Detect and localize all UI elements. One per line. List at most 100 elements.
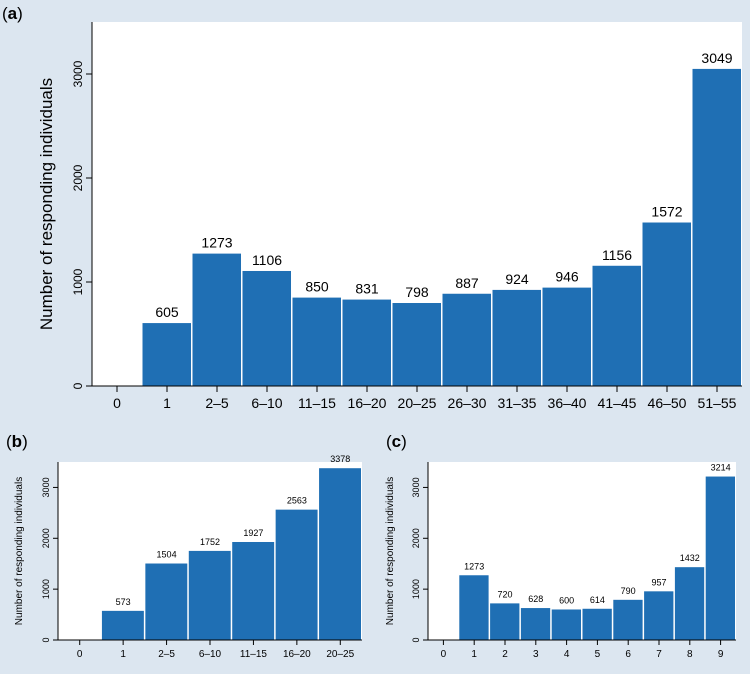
bar-value-label: 1273: [201, 235, 232, 251]
panel-label-open: (: [2, 4, 8, 23]
x-tick-label: 0: [77, 649, 83, 660]
y-tick-label: 0: [411, 637, 421, 642]
bar: [705, 476, 735, 640]
panel-label-letter: c: [392, 432, 401, 451]
bar: [520, 608, 551, 640]
y-axis-label: Number of responding individuals: [37, 78, 56, 330]
x-tick-label: 2: [502, 649, 508, 660]
bar: [492, 289, 541, 386]
bar-value-label: 924: [505, 271, 529, 287]
panel-label: (b): [6, 432, 28, 451]
panel-label: (c): [386, 432, 407, 451]
bar-value-label: 1273: [464, 561, 484, 571]
x-tick-label: 41–45: [598, 395, 637, 411]
bar-value-label: 628: [528, 594, 543, 604]
x-tick-label: 4: [564, 649, 570, 660]
bar-value-label: 614: [590, 595, 605, 605]
y-tick-label: 0: [71, 382, 85, 389]
bar-value-label: 3378: [330, 454, 350, 464]
bar: [592, 265, 641, 386]
panel-label-close: ): [22, 432, 28, 451]
x-tick-label: 0: [441, 649, 447, 660]
y-axis-label: Number of responding individuals: [385, 477, 396, 625]
x-tick-label: 36–40: [548, 395, 587, 411]
bar-value-label: 1106: [252, 252, 282, 268]
x-tick-label: 2–5: [158, 649, 175, 660]
bar-value-label: 605: [155, 304, 179, 320]
bar-value-label: 1572: [651, 204, 682, 220]
x-tick-label: 6–10: [251, 395, 282, 411]
bar-value-label: 1156: [602, 247, 632, 263]
bar: [582, 608, 612, 640]
bar: [142, 323, 191, 386]
x-tick-label: 1: [471, 649, 477, 660]
bar: [551, 609, 581, 640]
x-tick-label: 6: [625, 649, 631, 660]
bar: [459, 575, 489, 640]
x-tick-label: 46–50: [648, 395, 687, 411]
bar-value-label: 850: [305, 279, 329, 295]
panel-label-close: ): [401, 432, 407, 451]
bar-value-label: 1752: [200, 537, 220, 547]
bar-value-label: 2563: [287, 496, 307, 506]
bar: [644, 591, 674, 640]
bar: [490, 603, 520, 640]
x-tick-label: 51–55: [698, 395, 737, 411]
bar-value-label: 3049: [701, 50, 732, 66]
x-tick-label: 16–20: [283, 649, 311, 660]
x-tick-label: 11–15: [298, 395, 336, 411]
bar-value-label: 957: [651, 577, 666, 587]
bar: [542, 287, 591, 386]
x-tick-label: 9: [718, 649, 724, 660]
y-tick-label: 2000: [71, 164, 85, 191]
panel-label-close: ): [17, 4, 23, 23]
bar: [292, 297, 341, 386]
bar-value-label: 1927: [243, 528, 263, 538]
x-tick-label: 20–25: [326, 649, 354, 660]
bar: [145, 563, 188, 640]
bar: [674, 567, 705, 640]
bar-value-label: 790: [621, 586, 636, 596]
x-tick-label: 31–35: [498, 395, 537, 411]
x-tick-label: 5: [595, 649, 601, 660]
x-tick-label: 16–20: [348, 395, 387, 411]
bar-value-label: 887: [455, 275, 479, 291]
panel-label-open: (: [6, 432, 12, 451]
x-tick-label: 1: [120, 649, 126, 660]
x-tick-label: 3: [533, 649, 539, 660]
bar-value-label: 3214: [711, 463, 731, 473]
x-tick-label: 11–15: [240, 649, 268, 660]
x-tick-label: 1: [163, 395, 171, 411]
panel-label-open: (: [386, 432, 392, 451]
x-tick-label: 8: [687, 649, 693, 660]
panel-a-bar-chart: (a) 605 1273 1106 850 831 798 887 924 946 1156 1572…: [2, 4, 742, 411]
x-tick-label: 26–30: [448, 395, 487, 411]
bar-value-label: 600: [559, 595, 574, 605]
y-tick-label: 1000: [41, 579, 51, 599]
y-tick-label: 3000: [411, 477, 421, 497]
panel-label: (a): [2, 4, 23, 23]
bar: [342, 299, 391, 386]
bar: [242, 270, 291, 386]
bar: [692, 68, 741, 387]
panel-b-bar-chart: (b) 573 1504 1752 1927 2563 3378 0 1000 2000 3000 0…: [6, 432, 362, 660]
x-tick-label: 2–5: [205, 395, 229, 411]
y-tick-label: 3000: [71, 60, 85, 87]
bar-value-label: 798: [405, 284, 429, 300]
y-tick-label: 3000: [41, 477, 51, 497]
bar-value-label: 1504: [157, 550, 177, 560]
bar: [613, 599, 643, 640]
x-tick-label: 6–10: [199, 649, 222, 660]
x-tick-label: 7: [656, 649, 662, 660]
bar-value-label: 946: [555, 269, 579, 285]
y-tick-label: 0: [41, 637, 51, 642]
bar: [101, 610, 144, 640]
bar: [192, 253, 241, 386]
x-tick-label: 20–25: [398, 395, 437, 411]
bar: [642, 222, 691, 386]
y-tick-label: 1000: [71, 268, 85, 295]
bar: [275, 509, 318, 640]
panel-label-letter: b: [12, 432, 22, 451]
